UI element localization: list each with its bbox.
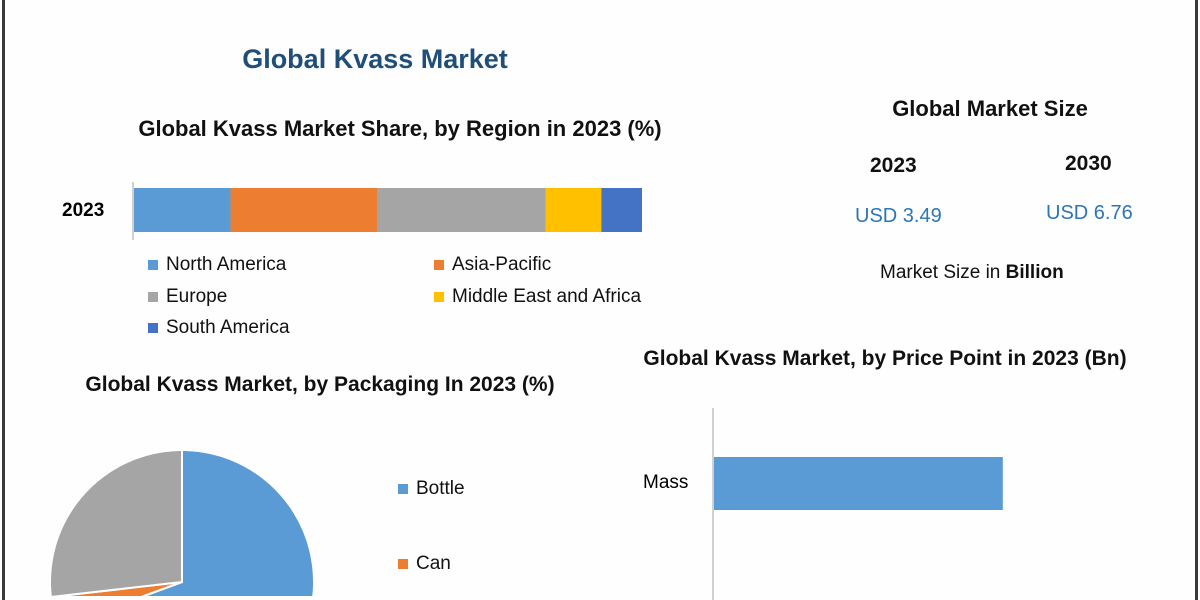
region-bar-segment-asia-pacific [230, 188, 378, 232]
pie-slice-other [49, 449, 183, 599]
region-chart-title: Global Kvass Market Share, by Region in … [138, 116, 662, 141]
legend-label: Middle East and Africa [452, 286, 642, 307]
region-axis [132, 182, 134, 240]
legend-swatch [398, 559, 408, 569]
value-2023: USD 3.49 [855, 205, 942, 227]
frame-border-left [2, 0, 5, 600]
region-bar-category: 2023 [62, 200, 105, 221]
market-size-title: Global Market Size [892, 96, 1088, 121]
price-category-label: Mass [643, 472, 689, 493]
legend-swatch [398, 484, 408, 494]
legend-item: Can [398, 553, 451, 575]
region-bar-segment-south-america [601, 188, 642, 232]
legend-swatch [148, 292, 158, 302]
legend-swatch [148, 323, 158, 333]
legend-swatch [434, 292, 444, 302]
legend-item: Bottle [398, 478, 465, 500]
legend-label: South America [166, 317, 290, 338]
legend-item: Asia-Pacific [434, 254, 551, 276]
market-size-note: Market Size in Billion [880, 262, 1064, 284]
legend-label: Asia-Pacific [452, 254, 552, 275]
main-title: Global Kvass Market [242, 44, 508, 74]
region-bar-segment-north-america [134, 188, 231, 232]
price-chart-title: Global Kvass Market, by Price Point in 2… [643, 347, 1127, 370]
price-bar-mass [714, 457, 1003, 510]
note-prefix: Market Size in [880, 262, 1006, 283]
legend-item: Europe [148, 286, 227, 308]
note-unit: Billion [1005, 262, 1064, 283]
legend-label: North America [166, 254, 287, 275]
price-axis [712, 408, 714, 600]
legend-label: Europe [166, 286, 228, 307]
region-bar-segment-europe [377, 188, 546, 232]
pie-slice-bottle [140, 449, 315, 598]
legend-item: North America [148, 254, 286, 276]
year-2030: 2030 [1065, 152, 1112, 175]
frame-border-right [1195, 0, 1198, 600]
legend-swatch [434, 260, 444, 270]
legend-item: South America [148, 317, 290, 339]
legend-item: Middle East and Africa [434, 286, 641, 308]
legend-swatch [148, 260, 158, 270]
region-bar-segment-middle-east-and-africa [545, 188, 602, 232]
legend-label: Can [416, 553, 451, 574]
legend-label: Bottle [416, 478, 465, 499]
packaging-chart-title: Global Kvass Market, by Packaging In 202… [85, 373, 555, 396]
value-2030: USD 6.76 [1046, 202, 1133, 224]
year-2023: 2023 [870, 154, 917, 177]
